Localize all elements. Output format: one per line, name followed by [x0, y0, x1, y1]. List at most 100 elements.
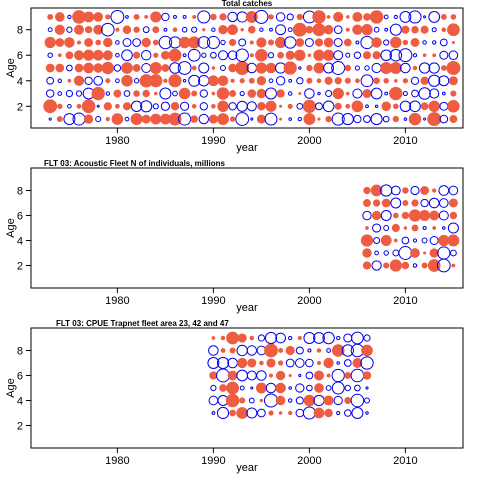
bubble-negative: [57, 78, 63, 83]
bubble-negative: [383, 14, 389, 20]
bubble-negative: [177, 61, 192, 75]
bubble-negative: [275, 76, 286, 86]
bubble-positive: [229, 90, 237, 98]
bubble-negative: [438, 75, 450, 87]
bubble-positive: [283, 61, 297, 75]
bubble-positive: [211, 104, 216, 109]
bubble-negative: [130, 100, 143, 112]
bubble-negative: [264, 331, 278, 345]
bubble-negative: [141, 50, 152, 61]
bubble-positive: [103, 102, 112, 111]
bubble-negative: [235, 112, 250, 126]
bubble-negative: [288, 335, 293, 341]
bubble-negative: [181, 26, 188, 33]
y-tick-label: 4: [17, 396, 23, 408]
bubble-positive: [401, 211, 410, 220]
bubble-negative: [354, 65, 360, 71]
bubble-positive: [316, 360, 322, 366]
y-tick-label: 8: [17, 186, 23, 198]
bubble-positive: [421, 262, 428, 269]
bubble-negative: [442, 226, 446, 230]
bubble-positive: [121, 62, 133, 74]
bubble-negative: [322, 331, 335, 345]
x-tick-label: 2000: [297, 455, 321, 467]
bubble-positive: [412, 65, 418, 71]
bubble-negative: [411, 89, 419, 98]
bubble-negative: [187, 48, 201, 62]
bubble-negative: [401, 236, 410, 245]
bubble-positive: [149, 74, 163, 88]
bubble-negative: [304, 37, 314, 47]
bubble-positive: [170, 102, 180, 111]
bubble-negative: [439, 101, 449, 111]
bubble-negative: [423, 15, 427, 19]
bubble-positive: [432, 188, 437, 193]
plot-frame: [30, 7, 464, 129]
bubble-negative: [93, 75, 104, 86]
bubble-negative: [246, 370, 257, 381]
bubble-negative: [428, 197, 440, 209]
bubble-negative: [208, 395, 219, 406]
bubble-positive: [133, 26, 140, 33]
bubble-positive: [105, 14, 111, 20]
bubble-negative: [441, 91, 446, 96]
bubble-positive: [325, 115, 332, 123]
bubble-positive: [92, 49, 104, 61]
bubble-positive: [45, 63, 55, 73]
bubble-negative: [296, 102, 304, 110]
bubble-positive: [344, 372, 352, 379]
bubble-negative: [303, 332, 316, 344]
bubble-negative: [305, 371, 314, 380]
bubble-positive: [428, 100, 440, 113]
bubble-positive: [383, 77, 389, 84]
bubble-positive: [278, 360, 284, 366]
bubble-positive: [403, 226, 408, 230]
bubble-negative: [105, 91, 111, 96]
bubble-negative: [373, 237, 381, 244]
bubble-negative: [295, 346, 304, 355]
bubble-positive: [275, 370, 286, 381]
bubble-negative: [140, 100, 153, 113]
bubble-negative: [172, 90, 178, 97]
bubble-positive: [84, 38, 94, 47]
bubble-positive: [326, 15, 331, 19]
bubble-positive: [266, 358, 276, 368]
bubble-positive: [447, 100, 460, 113]
bubble-positive: [427, 259, 441, 272]
bubble-positive: [113, 89, 122, 98]
bubble-positive: [211, 91, 216, 96]
bubble-negative: [141, 63, 152, 73]
bubble-positive: [449, 115, 458, 123]
bubble-positive: [363, 13, 371, 21]
bubble-negative: [275, 12, 286, 22]
bubble-positive: [323, 37, 334, 48]
bubble-positive: [278, 348, 284, 353]
bubble-negative: [398, 246, 413, 260]
bubble-positive: [43, 99, 58, 114]
bubble-negative: [295, 383, 305, 393]
bubble-positive: [190, 115, 198, 123]
bubble-positive: [408, 209, 422, 222]
bubble-negative: [343, 333, 353, 343]
bubble-negative: [380, 49, 392, 62]
bubble-negative: [384, 27, 389, 32]
bubble-positive: [411, 224, 419, 232]
bubble-negative: [216, 368, 230, 383]
bubble-positive: [362, 371, 372, 380]
bubble-negative: [246, 407, 258, 419]
bubble-negative: [449, 249, 457, 257]
bubble-positive: [191, 104, 197, 109]
bubble-positive: [256, 114, 266, 124]
bubble-negative: [288, 78, 293, 83]
bubble-negative: [217, 50, 229, 61]
bubble-negative: [142, 26, 150, 34]
bubble-positive: [74, 24, 84, 35]
bubble-positive: [227, 370, 238, 381]
bubble-positive: [259, 360, 264, 366]
bubble-negative: [315, 102, 323, 111]
bubble-negative: [210, 51, 217, 59]
bubble-negative: [307, 348, 312, 353]
bubble-negative: [431, 27, 437, 33]
bubble-positive: [84, 26, 93, 34]
